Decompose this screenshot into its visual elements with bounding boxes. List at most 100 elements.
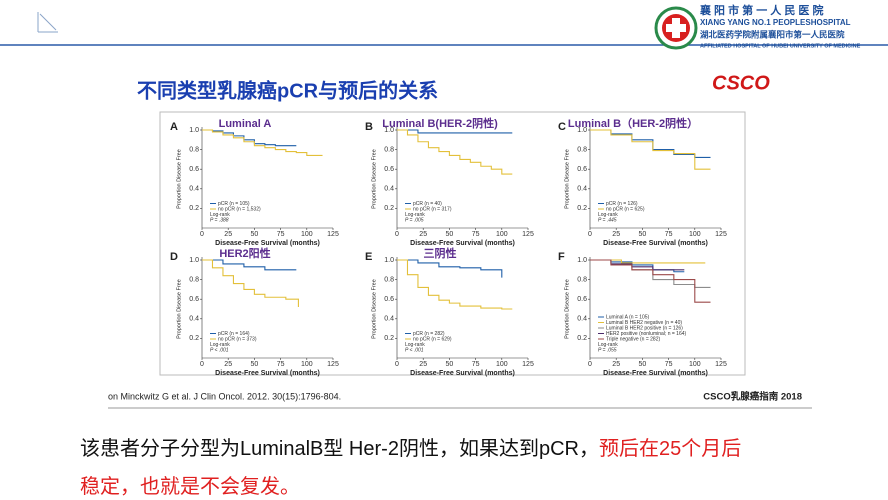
y-tick-label: 0.2 [189, 205, 199, 212]
y-tick-label: 0.2 [577, 205, 587, 212]
legend-label: Triple negative (n = 282) [606, 336, 660, 342]
panel-letter: B [365, 121, 373, 133]
legend-label: Luminal B HER2 negative (n = 40) [606, 320, 682, 326]
x-tick-label: 50 [639, 231, 647, 238]
y-tick-label: 0.8 [384, 276, 394, 283]
x-axis-title: Disease-Free Survival (months) [410, 240, 515, 247]
body-text-red: 稳定，也就是不会复发。 [80, 475, 300, 498]
survival-curve [202, 259, 299, 308]
hospital-en: XIANG YANG NO.1 PEOPLESHOSPITAL [700, 18, 851, 27]
x-tick-label: 75 [472, 231, 480, 238]
y-tick-label: 1.0 [189, 257, 199, 264]
y-tick-label: 0.6 [577, 166, 587, 173]
y-axis-title: Proportion Disease Free [176, 279, 182, 339]
y-tick-label: 0.6 [189, 166, 199, 173]
hospital-logo [654, 6, 698, 50]
slide-title: 不同类型乳腺癌pCR与预后的关系 [137, 78, 438, 102]
x-tick-label: 0 [588, 231, 592, 238]
survival-curve [590, 259, 706, 264]
x-tick-label: 0 [395, 231, 399, 238]
x-tick-label: 100 [301, 231, 313, 238]
panel-title: Luminal B（HER-2阴性） [568, 116, 698, 130]
panel-letter: A [170, 121, 178, 133]
survival-curve [202, 259, 297, 271]
y-tick-label: 0.2 [189, 335, 199, 342]
y-tick-label: 0.6 [384, 296, 394, 303]
y-tick-label: 0.8 [577, 276, 587, 283]
citation: on Minckwitz G et al. J Clin Oncol. 2012… [108, 391, 341, 401]
x-tick-label: 0 [200, 231, 204, 238]
x-tick-label: 25 [612, 231, 620, 238]
x-tick-label: 50 [251, 361, 259, 368]
p-value: P < .001 [210, 347, 229, 353]
x-tick-label: 25 [224, 361, 232, 368]
p-value: P = .445 [598, 217, 617, 223]
y-tick-label: 0.6 [384, 166, 394, 173]
x-tick-label: 50 [446, 361, 454, 368]
panel-letter: F [558, 251, 565, 263]
survival-curve [397, 129, 513, 134]
logrank-label: Log-rank [210, 342, 230, 348]
p-value: P = .005 [405, 217, 424, 223]
legend-label: pCR (n = 40) [413, 201, 442, 207]
legend-label: Luminal A (n = 105) [606, 314, 650, 320]
y-tick-label: 1.0 [577, 127, 587, 134]
csco-logo: CSCO [712, 72, 770, 94]
legend-label: no pCR (n = 1,532) [218, 206, 261, 212]
x-tick-label: 125 [715, 361, 727, 368]
panel-title: HER2阳性 [219, 246, 270, 260]
y-tick-label: 0.2 [577, 335, 587, 342]
legend-label: no pCR (n = 629) [413, 336, 452, 342]
x-axis-title: Disease-Free Survival (months) [603, 370, 708, 377]
legend-label: pCR (n = 126) [606, 201, 638, 207]
x-axis-title: Disease-Free Survival (months) [603, 240, 708, 247]
x-tick-label: 0 [200, 361, 204, 368]
x-tick-label: 0 [588, 361, 592, 368]
figure: A Luminal A 0.2 0.4 0.6 0.8 1.0 0 25 50 75 100 125 Di… [170, 116, 727, 377]
p-value: P = .055 [598, 347, 617, 353]
footer: CSCO乳腺癌指南 2018 [703, 391, 802, 403]
legend-label: no pCR (n = 373) [218, 336, 257, 342]
survival-curve [397, 259, 503, 278]
y-tick-label: 0.4 [577, 316, 587, 323]
legend-label: no pCR (n = 625) [606, 206, 645, 212]
y-tick-label: 0.4 [189, 186, 199, 193]
x-tick-label: 100 [689, 361, 701, 368]
x-tick-label: 75 [665, 361, 673, 368]
survival-curve [397, 259, 513, 310]
x-tick-label: 75 [277, 361, 285, 368]
y-tick-label: 0.4 [384, 316, 394, 323]
y-axis-title: Proportion Disease Free [564, 149, 570, 209]
x-tick-label: 125 [522, 361, 534, 368]
y-tick-label: 0.8 [577, 146, 587, 153]
y-tick-label: 0.8 [384, 146, 394, 153]
panel-letter: D [170, 251, 178, 263]
y-tick-label: 1.0 [384, 257, 394, 264]
college-cn: 湖北医药学院附属襄阳市第一人民医院 [700, 29, 845, 39]
legend-label: Luminal B HER2 positive (n = 126) [606, 325, 683, 331]
panel-title: Luminal A [219, 118, 272, 130]
x-tick-label: 125 [327, 231, 339, 238]
x-axis-title: Disease-Free Survival (months) [215, 370, 320, 377]
y-tick-label: 1.0 [577, 257, 587, 264]
survival-curve [202, 129, 323, 157]
y-tick-label: 0.4 [577, 186, 587, 193]
survival-curve [397, 129, 513, 175]
y-tick-label: 0.2 [384, 335, 394, 342]
legend-label: pCR (n = 282) [413, 331, 445, 337]
x-tick-label: 100 [496, 361, 508, 368]
x-tick-label: 75 [277, 231, 285, 238]
x-tick-label: 25 [419, 361, 427, 368]
logrank-label: Log-rank [598, 342, 618, 348]
x-tick-label: 75 [665, 231, 673, 238]
x-tick-label: 50 [446, 231, 454, 238]
body-line-2: 稳定，也就是不会复发。 [80, 475, 300, 498]
y-tick-label: 0.4 [189, 316, 199, 323]
x-axis-title: Disease-Free Survival (months) [410, 370, 515, 377]
x-tick-label: 75 [472, 361, 480, 368]
y-tick-label: 0.8 [189, 146, 199, 153]
panel-title: Luminal B(HER-2阴性) [382, 116, 498, 130]
corner-icon [37, 12, 58, 33]
legend-label: pCR (n = 105) [218, 201, 250, 207]
